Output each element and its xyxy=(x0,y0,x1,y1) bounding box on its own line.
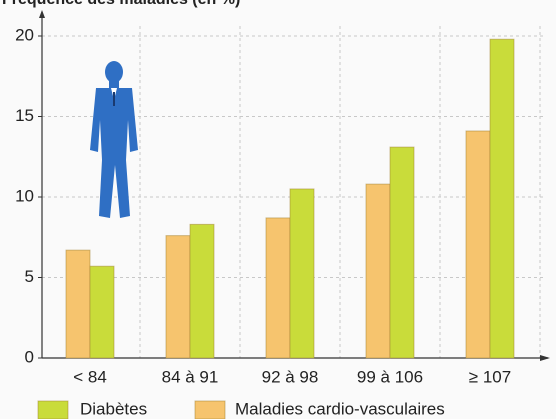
legend-label: Maladies cardio-vasculaires xyxy=(235,399,445,418)
x-axis-arrow xyxy=(540,355,550,361)
chart-title: Fréquence des maladies (en %) xyxy=(2,0,240,8)
bar xyxy=(289,188,315,359)
legend-label: Diabètes xyxy=(80,399,147,418)
bar xyxy=(489,38,515,359)
y-tick-label: 5 xyxy=(25,267,34,286)
x-tick-label: < 84 xyxy=(73,367,107,386)
bar xyxy=(365,183,391,359)
legend-swatch xyxy=(37,400,69,419)
x-tick-label: 84 à 91 xyxy=(162,367,219,386)
y-tick-label: 10 xyxy=(15,186,34,205)
bar xyxy=(465,130,491,359)
y-tick-label: 0 xyxy=(25,347,34,366)
plot: 0 5 10 15 20 < 84 84 à 91 92 à 98 99 à 106 ≥ 107 M… xyxy=(15,10,550,419)
bar xyxy=(165,235,191,359)
legend-swatch xyxy=(194,400,226,419)
bar xyxy=(189,223,215,359)
bar xyxy=(265,217,291,359)
bar xyxy=(89,265,115,359)
x-tick-label: ≥ 107 xyxy=(469,367,511,386)
x-tick-label: 99 à 106 xyxy=(357,367,423,386)
person-icon xyxy=(90,61,138,218)
bar xyxy=(389,146,415,359)
x-tick-label: 92 à 98 xyxy=(262,367,319,386)
bar xyxy=(65,249,91,359)
y-tick-label: 20 xyxy=(15,25,34,44)
y-tick-label: 15 xyxy=(15,106,34,125)
y-axis-arrow xyxy=(39,10,45,18)
